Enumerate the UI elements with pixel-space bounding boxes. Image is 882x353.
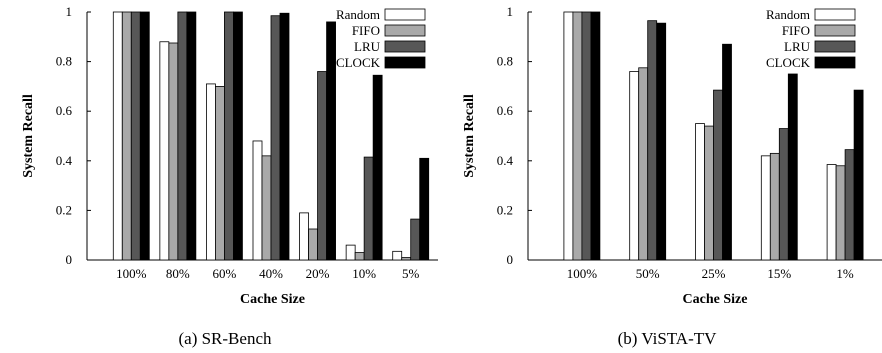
legend-label: LRU (354, 39, 381, 54)
bar-clock-4 (326, 21, 336, 261)
bar-lru-1 (177, 11, 188, 261)
y-tick-label: 0.2 (56, 202, 72, 217)
bar-fifo-1 (168, 42, 179, 261)
bar-clock-1 (656, 22, 667, 261)
bar-clock-3 (279, 12, 290, 261)
x-tick-label: 5% (402, 266, 420, 281)
bar-random-2 (695, 123, 705, 261)
legend-swatch-lru (384, 40, 426, 53)
y-axis-title: System Recall (21, 94, 36, 178)
bar-lru-4 (317, 71, 327, 261)
bar-fifo-2 (215, 86, 225, 261)
bar-fifo-2 (704, 125, 714, 261)
bar-fifo-4 (308, 228, 318, 261)
y-tick-label: 0.4 (497, 153, 514, 168)
bar-lru-5 (363, 156, 374, 261)
bar-random-4 (299, 212, 309, 261)
bar-lru-0 (130, 11, 141, 261)
x-axis-title: Cache Size (683, 292, 748, 307)
x-tick-label: 80% (166, 266, 190, 281)
bar-clock-2 (233, 11, 243, 261)
legend-swatch-fifo (384, 24, 426, 37)
legend-swatch-clock (814, 56, 856, 69)
bar-random-1 (629, 71, 640, 261)
bar-fifo-0 (121, 11, 132, 261)
bar-lru-3 (270, 15, 281, 261)
legend-label: CLOCK (336, 55, 381, 70)
y-axis-title: System Recall (462, 94, 477, 178)
bar-random-3 (760, 155, 771, 261)
x-tick-label: 40% (259, 266, 283, 281)
x-axis-title: Cache Size (240, 292, 305, 307)
figure-caption: (b) ViSTA-TV (618, 329, 718, 348)
bar-fifo-0 (572, 11, 583, 261)
x-tick-label: 60% (213, 266, 237, 281)
y-tick-label: 0.2 (497, 202, 513, 217)
bar-lru-2 (713, 89, 723, 261)
x-tick-label: 100% (567, 266, 598, 281)
legend-label: LRU (784, 39, 811, 54)
bar-lru-3 (778, 128, 789, 261)
legend-swatch-clock (384, 56, 426, 69)
x-tick-label: 15% (767, 266, 791, 281)
bar-random-0 (112, 11, 123, 261)
bar-random-2 (206, 83, 216, 261)
legend-label: CLOCK (766, 55, 811, 70)
x-tick-label: 50% (636, 266, 660, 281)
legend-label: FIFO (782, 23, 810, 38)
y-tick-label: 0 (507, 252, 514, 267)
bar-random-4 (826, 164, 837, 261)
bar-fifo-1 (638, 67, 649, 261)
legend-swatch-random (814, 8, 856, 21)
bar-fifo-5 (354, 252, 365, 261)
bar-clock-0 (590, 11, 601, 261)
legend-label: FIFO (352, 23, 380, 38)
bar-fifo-4 (835, 165, 846, 261)
y-tick-label: 1 (507, 4, 514, 19)
y-tick-label: 0 (66, 252, 73, 267)
bar-clock-5 (372, 74, 383, 261)
legend-label: Random (766, 7, 810, 22)
bar-fifo-3 (769, 152, 780, 261)
y-tick-label: 0.8 (497, 54, 513, 69)
y-tick-label: 0.4 (56, 153, 73, 168)
bar-lru-2 (224, 11, 234, 261)
legend-swatch-lru (814, 40, 856, 53)
bar-clock-2 (722, 43, 732, 261)
bar-clock-0 (139, 11, 150, 261)
bar-random-3 (252, 140, 263, 261)
bar-random-0 (563, 11, 574, 261)
bar-random-5 (345, 244, 356, 261)
y-tick-label: 1 (66, 4, 73, 19)
legend-swatch-random (384, 8, 426, 21)
bar-lru-1 (647, 20, 658, 261)
y-tick-label: 0.6 (56, 103, 73, 118)
bar-clock-4 (853, 89, 864, 261)
bar-lru-6 (410, 218, 421, 261)
bar-fifo-6 (401, 257, 412, 261)
legend-label: Random (336, 7, 380, 22)
x-tick-label: 1% (836, 266, 854, 281)
bar-clock-6 (419, 157, 430, 261)
bar-random-6 (392, 250, 403, 261)
y-tick-label: 0.8 (56, 54, 72, 69)
x-tick-label: 25% (702, 266, 726, 281)
bar-fifo-3 (261, 155, 272, 261)
bar-random-1 (159, 41, 170, 261)
x-tick-label: 100% (116, 266, 147, 281)
chart-panel-1: 0 0.2 0.4 0.6 0.8 1 System Recall Cache Size 100… (21, 4, 438, 348)
legend-swatch-fifo (814, 24, 856, 37)
chart-panel-2: 0 0.2 0.4 0.6 0.8 1 System Recall Cache Size 100… (462, 4, 882, 348)
bar-lru-0 (581, 11, 592, 261)
x-tick-label: 10% (352, 266, 376, 281)
x-tick-label: 20% (306, 266, 330, 281)
figure-caption: (a) SR-Bench (178, 329, 272, 348)
bar-clock-1 (186, 11, 197, 261)
bar-clock-3 (787, 73, 798, 261)
bar-lru-4 (844, 149, 855, 261)
y-tick-label: 0.6 (497, 103, 514, 118)
